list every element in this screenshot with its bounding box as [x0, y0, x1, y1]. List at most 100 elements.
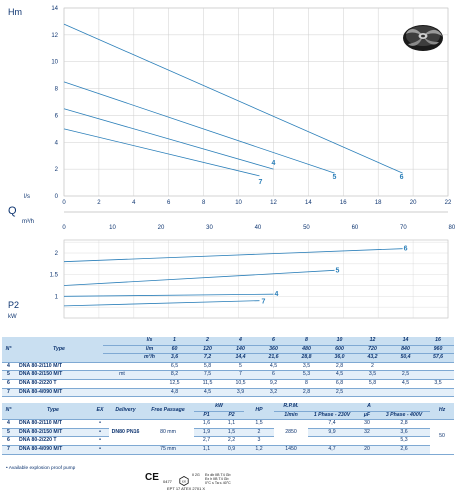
- flow-ls: 12: [369, 337, 376, 343]
- cell: 3,2: [257, 388, 290, 397]
- ls-tick-label: 14: [305, 200, 312, 206]
- cell: 2,8: [290, 388, 323, 397]
- row-n: 4: [2, 419, 15, 429]
- cell: 7: [224, 370, 257, 380]
- atex-number: EPT 17 ATEX 2701 X: [167, 486, 206, 491]
- table-row: 7 DNA 80-4/090 M/T • 75 mm 1,1 0,9 1,2 1…: [2, 445, 454, 455]
- unit-lm: l/m: [145, 345, 154, 352]
- hz-header: Hz: [438, 407, 446, 414]
- flow-ls: 8: [305, 337, 308, 343]
- flow-lm: 840: [401, 345, 410, 352]
- cell-p2: 1,5: [219, 428, 244, 437]
- head-table-ls-row: N° Type l/s 1 2 4 6 8 10 12 14 16: [2, 337, 454, 352]
- cell: 3,5: [356, 370, 389, 380]
- head-chart-labels: 0 2 4 6 8 10 12 14 0 2 4 6 8 10 12 14 16 18 20 22 0 10 20 30 40 5…: [8, 6, 455, 231]
- power-curve-label-6: 6: [404, 246, 408, 253]
- cell: 4,5: [257, 362, 290, 371]
- table-row: 4 DNA 80-2/110 M/T 6,5 5,8 5 4,5 3,5 2,8…: [2, 362, 454, 371]
- row-n: 4: [2, 362, 15, 371]
- table-row: 5 DNA 80-2/150 M/T • 1,9 1,5 2 9,9 32 3,…: [2, 428, 454, 437]
- unit-ls: l/s: [146, 337, 153, 343]
- rpm-1450: 1450: [274, 445, 308, 455]
- amps-header: A: [367, 403, 371, 409]
- cell: [422, 362, 454, 371]
- table-row: 6 DNA 80-2/220 T • 2,7 2,2 3 5,3: [2, 436, 454, 446]
- head-y-tick-label: 4: [55, 140, 59, 146]
- m3h-tick-label: 50: [303, 225, 310, 231]
- power-y-tick-label: 1: [55, 294, 59, 300]
- ce-mark: CE: [145, 472, 159, 483]
- power-curve-label-4: 4: [274, 291, 278, 298]
- row-n: 5: [2, 428, 15, 437]
- cell: 5: [224, 362, 257, 371]
- ls-tick-label: 8: [202, 200, 206, 206]
- row-type: DNA 80-2/220 T: [15, 379, 103, 389]
- ls-tick-label: 22: [445, 200, 452, 206]
- power-chart-labels: 1 1.5 2 P2 kW 4 5 6 7: [8, 246, 408, 320]
- cell: 4,5: [389, 379, 422, 389]
- flow-lm: 360: [269, 345, 278, 352]
- hp-header: HP: [255, 407, 263, 414]
- hz-value: 50: [430, 419, 454, 455]
- cell: 5,3: [290, 370, 323, 380]
- flow-ls: 4: [239, 337, 242, 343]
- power-curve-6: [63, 248, 403, 263]
- cell-a1: 4,7: [308, 445, 356, 455]
- cell-a3: 5,3: [378, 436, 430, 446]
- flow-m3h: 50,4: [400, 354, 411, 361]
- flow-m3h: 28,8: [301, 354, 312, 361]
- row-type: DNA 80-2/110 M/T: [15, 419, 91, 429]
- head-y-tick-label: 8: [55, 87, 59, 93]
- power-y-tick-label: 1.5: [50, 273, 59, 279]
- row-n: 6: [2, 379, 15, 389]
- row-n: 7: [2, 445, 15, 455]
- flow-lm: 140: [236, 345, 245, 352]
- m3h-tick-label: 10: [109, 225, 116, 231]
- head-axis-label: Hm: [8, 7, 22, 17]
- power-curve-4: [63, 293, 274, 297]
- n-header: N°: [5, 407, 12, 414]
- flow-ls: 14: [402, 337, 409, 343]
- flow-m3h: 14,4: [235, 354, 246, 361]
- cell: 3,9: [224, 388, 257, 397]
- head-y-tick-label: 12: [51, 33, 58, 39]
- row-type: DNA 80-4/090 M/T: [15, 445, 91, 455]
- table-row: 7 DNA 80-4/090 M/T 4,8 4,5 3,9 3,2 2,8 2…: [2, 388, 454, 397]
- head-y-tick-label: 10: [51, 60, 58, 66]
- power-curve-label-5: 5: [336, 267, 340, 274]
- cell-a1: 7,4: [308, 419, 356, 429]
- impeller-icon: [398, 16, 448, 56]
- rpm-header: R.P.M.: [283, 403, 299, 409]
- ls-tick-label: 16: [340, 200, 347, 206]
- ex-line-4: 0°C ≤ Ta ≤ 40°C: [205, 481, 231, 485]
- ls-tick-label: 0: [62, 200, 66, 206]
- cell: 6,8: [323, 379, 356, 389]
- unit-mt: mt: [103, 370, 141, 380]
- electrical-header-row-1: N° Type EX Delivery Free Passage kW HP R…: [2, 403, 454, 413]
- power-curve-7: [63, 300, 260, 307]
- head-curve-7: [63, 128, 260, 177]
- ce-number: 0477: [163, 479, 172, 484]
- flow-lm: 960: [433, 345, 443, 352]
- delivery-header: Delivery: [115, 407, 136, 414]
- cell-a3: 2,6: [378, 445, 430, 455]
- cell-p1: 1,6: [194, 419, 219, 429]
- flow-ls: 6: [272, 337, 275, 343]
- kw-header: kW: [215, 403, 223, 409]
- free-passage-75: 75 mm: [142, 445, 194, 455]
- cell-uf: [356, 436, 378, 446]
- cell: [389, 388, 422, 397]
- head-curve-5: [63, 81, 335, 174]
- flow-ls: 16: [435, 337, 441, 343]
- m3h-tick-label: 0: [62, 225, 66, 231]
- table-row: 5 DNA 80-2/150 M/T mt 8,2 7,5 7 6 5,3 4,…: [2, 370, 454, 380]
- table-row: 4 DNA 80-2/110 M/T • DN80 PN16 80 mm 1,6…: [2, 419, 454, 455]
- ex-hexagon-icon: εx: [179, 473, 189, 486]
- row-type: DNA 80-2/110 M/T: [15, 362, 103, 371]
- power-unit-label: kW: [8, 314, 17, 320]
- ex-line-1: II 2G: [192, 473, 200, 477]
- head-table-lm-row: l/m 60 120 140 360 480 600 720 840 960: [2, 345, 454, 354]
- electrical-header-row-2: P1 P2 1/min 1 Phase - 230V µF 3 Phase - …: [2, 411, 454, 420]
- cell: 3,5: [290, 362, 323, 371]
- cell: 4,5: [191, 388, 224, 397]
